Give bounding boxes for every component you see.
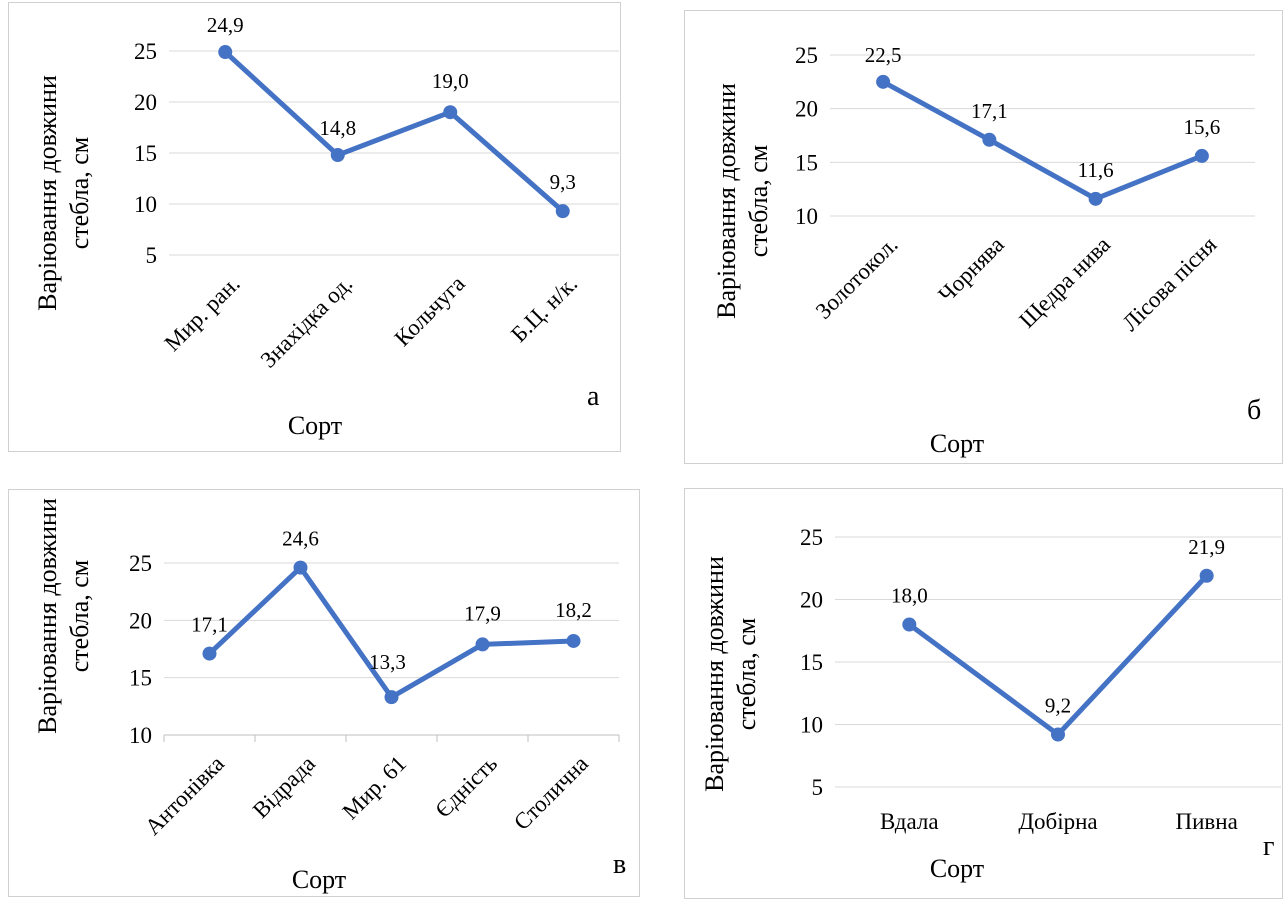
x-tick-label: Добірна bbox=[1018, 809, 1097, 834]
data-label: 24,9 bbox=[207, 13, 244, 37]
y-tick-label: 25 bbox=[129, 551, 152, 576]
x-tick-label: Пивна bbox=[1176, 809, 1238, 834]
series-line bbox=[222, 49, 566, 214]
panel-letter: б bbox=[1247, 395, 1262, 426]
y-tick-label: 10 bbox=[800, 713, 823, 738]
data-point bbox=[902, 617, 917, 632]
panel-letter: а bbox=[587, 381, 600, 412]
y-tick-label: 15 bbox=[800, 650, 823, 675]
x-tick-label: Мир. ран. bbox=[160, 271, 245, 356]
data-label: 11,6 bbox=[1078, 158, 1114, 182]
panel-letter: в bbox=[613, 849, 627, 880]
x-tick-label: Столична bbox=[509, 751, 593, 835]
data-point bbox=[1199, 568, 1214, 583]
chart-panel-c: 10 15 20 25 17,1 24,6 13,3 17,9 18,2 Антонівка Від… bbox=[8, 489, 640, 897]
data-label: 18,0 bbox=[891, 584, 928, 608]
x-axis-label: Сорт bbox=[929, 854, 985, 883]
y-tick-label: 10 bbox=[795, 204, 818, 229]
x-axis-label: Сорт bbox=[291, 865, 347, 894]
x-axis-label: Сорт bbox=[929, 429, 985, 458]
data-point bbox=[218, 45, 233, 60]
y-tick-label: 20 bbox=[129, 608, 152, 633]
y-tick-label: 15 bbox=[134, 141, 157, 166]
data-point bbox=[876, 74, 891, 89]
x-tick-label: Щедра нива bbox=[1014, 232, 1115, 333]
data-point bbox=[443, 105, 458, 120]
y-tick-label: 10 bbox=[134, 192, 157, 217]
y-tick-label: 20 bbox=[134, 90, 157, 115]
data-point bbox=[330, 148, 345, 163]
y-tick-label: 25 bbox=[134, 39, 157, 64]
chart-panel-a: 5 10 15 20 25 24,9 14,8 19,0 9,3 Мир. ран. Знахідк… bbox=[8, 2, 621, 452]
x-tick-label: Лісова пісня bbox=[1117, 232, 1221, 336]
data-point bbox=[202, 646, 217, 661]
chart-plot-c: 10 15 20 25 17,1 24,6 13,3 17,9 18,2 Антонівка Від… bbox=[129, 527, 620, 840]
data-label: 9,3 bbox=[550, 170, 576, 194]
data-point bbox=[1194, 148, 1209, 163]
data-label: 18,2 bbox=[555, 598, 592, 622]
x-tick-label: Кольчуга bbox=[390, 271, 470, 351]
x-tick-label: Єдність bbox=[430, 751, 502, 823]
data-label: 17,1 bbox=[971, 99, 1008, 123]
x-tick-label: Б.Ц. н/к. bbox=[506, 271, 582, 347]
x-tick-label: Мир. 61 bbox=[338, 751, 411, 824]
data-point bbox=[555, 204, 570, 219]
chart-panel-b: 10 15 20 25 22,5 17,1 11,6 15,6 Золотокол. Чорняв… bbox=[684, 10, 1283, 464]
y-tick-label: 20 bbox=[800, 588, 823, 613]
x-tick-label: Знахідка од. bbox=[256, 271, 358, 373]
x-tick-label: Відрада bbox=[248, 751, 320, 823]
chart-plot-a: 5 10 15 20 25 24,9 14,8 19,0 9,3 Мир. ран. Знахідк… bbox=[134, 13, 619, 373]
y-tick-label: 5 bbox=[146, 243, 158, 268]
data-label: 15,6 bbox=[1184, 115, 1221, 139]
data-point bbox=[293, 560, 308, 575]
y-tick-label: 10 bbox=[129, 723, 152, 748]
data-point bbox=[475, 637, 490, 652]
y-axis-label: Варіювання довжини стебла, см bbox=[712, 83, 773, 319]
chart-plot-d: 5 10 15 20 25 18,0 9,2 21,9 Вдала Добірна Пивна bbox=[800, 525, 1281, 834]
chart-panel-d: 5 10 15 20 25 18,0 9,2 21,9 Вдала Добірна Пивна Ва… bbox=[684, 488, 1283, 899]
y-tick-label: 5 bbox=[812, 775, 824, 800]
data-point bbox=[1051, 727, 1065, 742]
x-tick-label: Чорнява bbox=[934, 232, 1009, 307]
data-label: 21,9 bbox=[1188, 535, 1225, 559]
series-line bbox=[880, 79, 1205, 202]
y-axis-label: Варіювання довжини стебла, см bbox=[700, 556, 761, 792]
data-label: 22,5 bbox=[865, 43, 902, 67]
data-label: 17,1 bbox=[191, 613, 228, 637]
data-point bbox=[982, 132, 997, 147]
panel-letter: г bbox=[1263, 831, 1275, 862]
data-label: 9,2 bbox=[1045, 694, 1071, 718]
data-label: 24,6 bbox=[282, 527, 319, 551]
chart-plot-b: 10 15 20 25 22,5 17,1 11,6 15,6 Золотокол. Чорняв… bbox=[795, 43, 1255, 336]
y-tick-label: 15 bbox=[129, 666, 152, 691]
x-tick-label: Золотокол. bbox=[811, 232, 903, 324]
data-label: 13,3 bbox=[369, 650, 406, 674]
y-tick-label: 20 bbox=[795, 97, 818, 122]
y-axis-label: Варіювання довжини стебла, см bbox=[33, 75, 94, 311]
data-point bbox=[1088, 191, 1103, 206]
x-tick-label: Вдала bbox=[880, 809, 939, 834]
data-point bbox=[384, 690, 399, 705]
data-label: 17,9 bbox=[464, 601, 501, 625]
y-tick-label: 25 bbox=[800, 525, 823, 550]
x-axis-label: Сорт bbox=[287, 411, 343, 440]
y-tick-label: 15 bbox=[795, 150, 818, 175]
data-point bbox=[566, 633, 581, 648]
y-axis-label: Варіювання довжини стебла, см bbox=[33, 498, 94, 734]
y-tick-label: 25 bbox=[795, 43, 818, 68]
data-label: 14,8 bbox=[319, 116, 356, 140]
x-tick-label: Антонівка bbox=[140, 751, 229, 840]
data-label: 19,0 bbox=[432, 69, 469, 93]
